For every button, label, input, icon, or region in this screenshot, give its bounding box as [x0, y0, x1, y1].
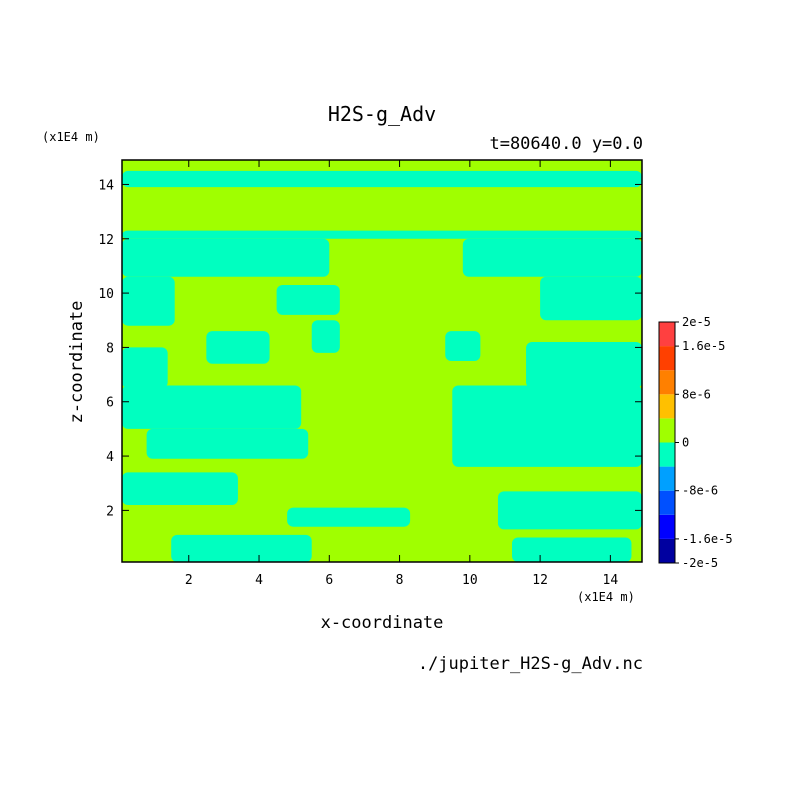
field-patch	[287, 507, 411, 527]
colorbar-swatch	[659, 418, 675, 443]
field-patch	[445, 331, 481, 361]
field-patch	[122, 472, 238, 505]
x-tick-label: 8	[396, 573, 404, 588]
x-tick-label: 12	[532, 573, 548, 588]
y-tick-label: 2	[106, 504, 114, 519]
plot-frame	[121, 159, 643, 563]
field-patch	[462, 238, 642, 277]
colorbar-swatch	[659, 466, 675, 491]
colorbar-label: 8e-6	[682, 387, 711, 401]
source-file-label: ./jupiter_H2S-g_Adv.nc	[418, 654, 643, 674]
colorbar-swatch	[659, 346, 675, 371]
field-patch	[122, 347, 168, 389]
colorbar-label: -8e-6	[682, 484, 718, 498]
x-tick-label: 2	[185, 573, 193, 588]
colorbar: 2e-5 1.6e-5 8e-6 0 -8e-6 -1.6e-5 -2e-5	[658, 315, 733, 570]
colorbar-label: -1.6e-5	[682, 532, 733, 546]
field-patch	[540, 276, 642, 321]
y-tick-label: 12	[98, 233, 114, 248]
field-patch	[122, 385, 302, 429]
plot-area: 2 4 6 8 10 12 14 2 4 6 8 10 12 14	[98, 159, 643, 588]
y-axis-label: z-coordinate	[67, 301, 87, 424]
x-tick-label: 14	[603, 573, 619, 588]
field-patch	[512, 537, 632, 562]
colorbar-swatch	[659, 538, 675, 563]
y-axis-ticks: 2 4 6 8 10 12 14	[98, 178, 642, 519]
colorbar-label: 0	[682, 436, 689, 450]
colorbar-swatch	[659, 514, 675, 539]
field-patch	[276, 284, 340, 315]
field-patch	[122, 238, 330, 277]
chart-subtitle: t=80640.0 y=0.0	[489, 134, 643, 154]
y-tick-label: 10	[98, 287, 114, 302]
x-tick-label: 6	[325, 573, 333, 588]
field-patch	[497, 491, 642, 530]
field-patch	[452, 385, 642, 467]
y-tick-label: 6	[106, 396, 114, 411]
field-patch	[122, 276, 175, 326]
x-axis-label: x-coordinate	[321, 613, 444, 633]
field-patch	[526, 341, 642, 389]
field-patch	[311, 320, 340, 353]
chart-title: H2S-g_Adv	[328, 102, 436, 126]
colorbar-swatch	[659, 370, 675, 395]
colorbar-swatch	[659, 322, 675, 347]
colorbar-label: 1.6e-5	[682, 339, 725, 353]
field-patches	[122, 170, 642, 562]
y-tick-label: 14	[98, 178, 114, 193]
x-axis-ticks: 2 4 6 8 10 12 14	[185, 160, 619, 588]
field-patch	[206, 331, 270, 364]
y-tick-label: 8	[106, 341, 114, 356]
colorbar-swatch	[659, 442, 675, 467]
x-tick-label: 4	[255, 573, 263, 588]
y-tick-label: 4	[106, 450, 114, 465]
colorbar-label: 2e-5	[682, 315, 711, 329]
x-unit-label: (x1E4 m)	[577, 590, 635, 604]
field-patch	[146, 428, 309, 459]
field-patch	[122, 170, 642, 188]
field-patch	[171, 534, 312, 562]
x-tick-label: 10	[462, 573, 478, 588]
colorbar-label: -2e-5	[682, 556, 718, 570]
field-patch	[122, 230, 642, 239]
colorbar-swatch	[659, 490, 675, 515]
z-unit-label: (x1E4 m)	[42, 130, 100, 144]
colorbar-swatch	[659, 394, 675, 419]
